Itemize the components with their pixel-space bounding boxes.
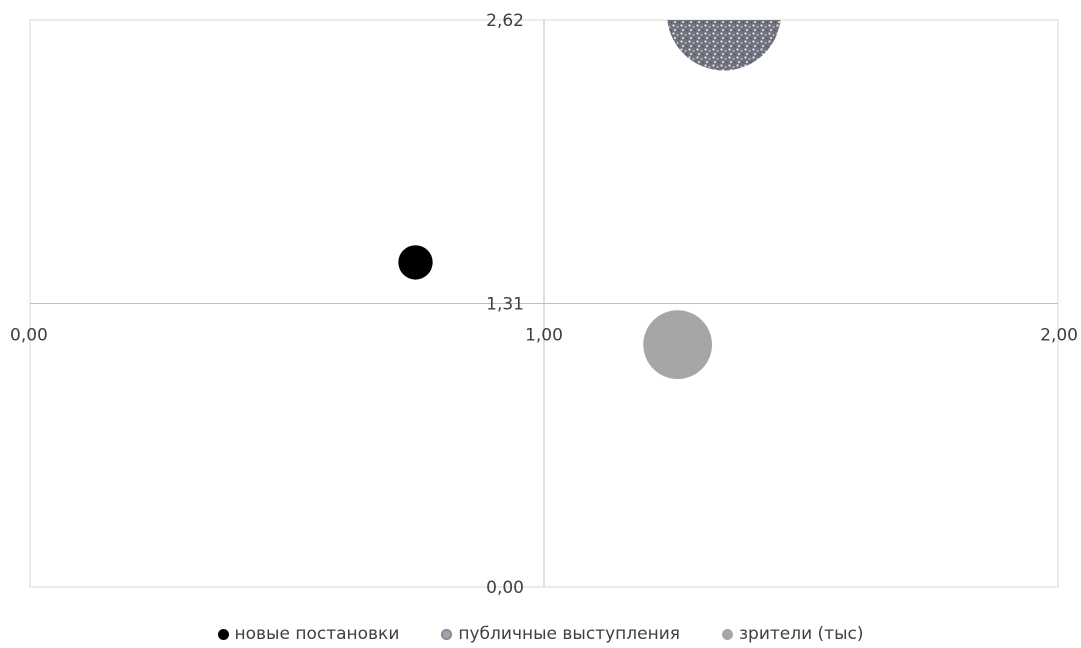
legend-item-viewers: зрители (тыс)	[721, 624, 864, 644]
y-tick-label: 1,31	[486, 295, 524, 315]
legend-label: новые постановки	[234, 624, 400, 644]
y-tick-label: 2,62	[486, 11, 524, 31]
legend-marker-new-productions	[217, 628, 229, 640]
legend-marker-public-performances	[441, 628, 453, 640]
bubble-chart: 0,00 1,00 2,00 0,00 1,31 2,62	[10, 11, 1078, 598]
y-tick-label: 0,00	[486, 578, 524, 598]
legend: новые постановки публичные выступления з…	[0, 620, 1081, 648]
bubble-public-performances-0	[667, 20, 781, 71]
x-tick-label: 2,00	[1040, 326, 1078, 346]
legend-item-public-performances: публичные выступления	[441, 624, 680, 644]
legend-label: зрители (тыс)	[738, 624, 864, 644]
bubble-viewers-0	[643, 310, 713, 379]
x-tick-label: 0,00	[10, 326, 48, 346]
legend-marker-viewers	[721, 628, 733, 640]
x-tick-label: 1,00	[525, 326, 563, 346]
legend-label: публичные выступления	[458, 624, 680, 644]
bubble-new-productions-0	[398, 245, 433, 280]
legend-item-new-productions: новые постановки	[217, 624, 400, 644]
